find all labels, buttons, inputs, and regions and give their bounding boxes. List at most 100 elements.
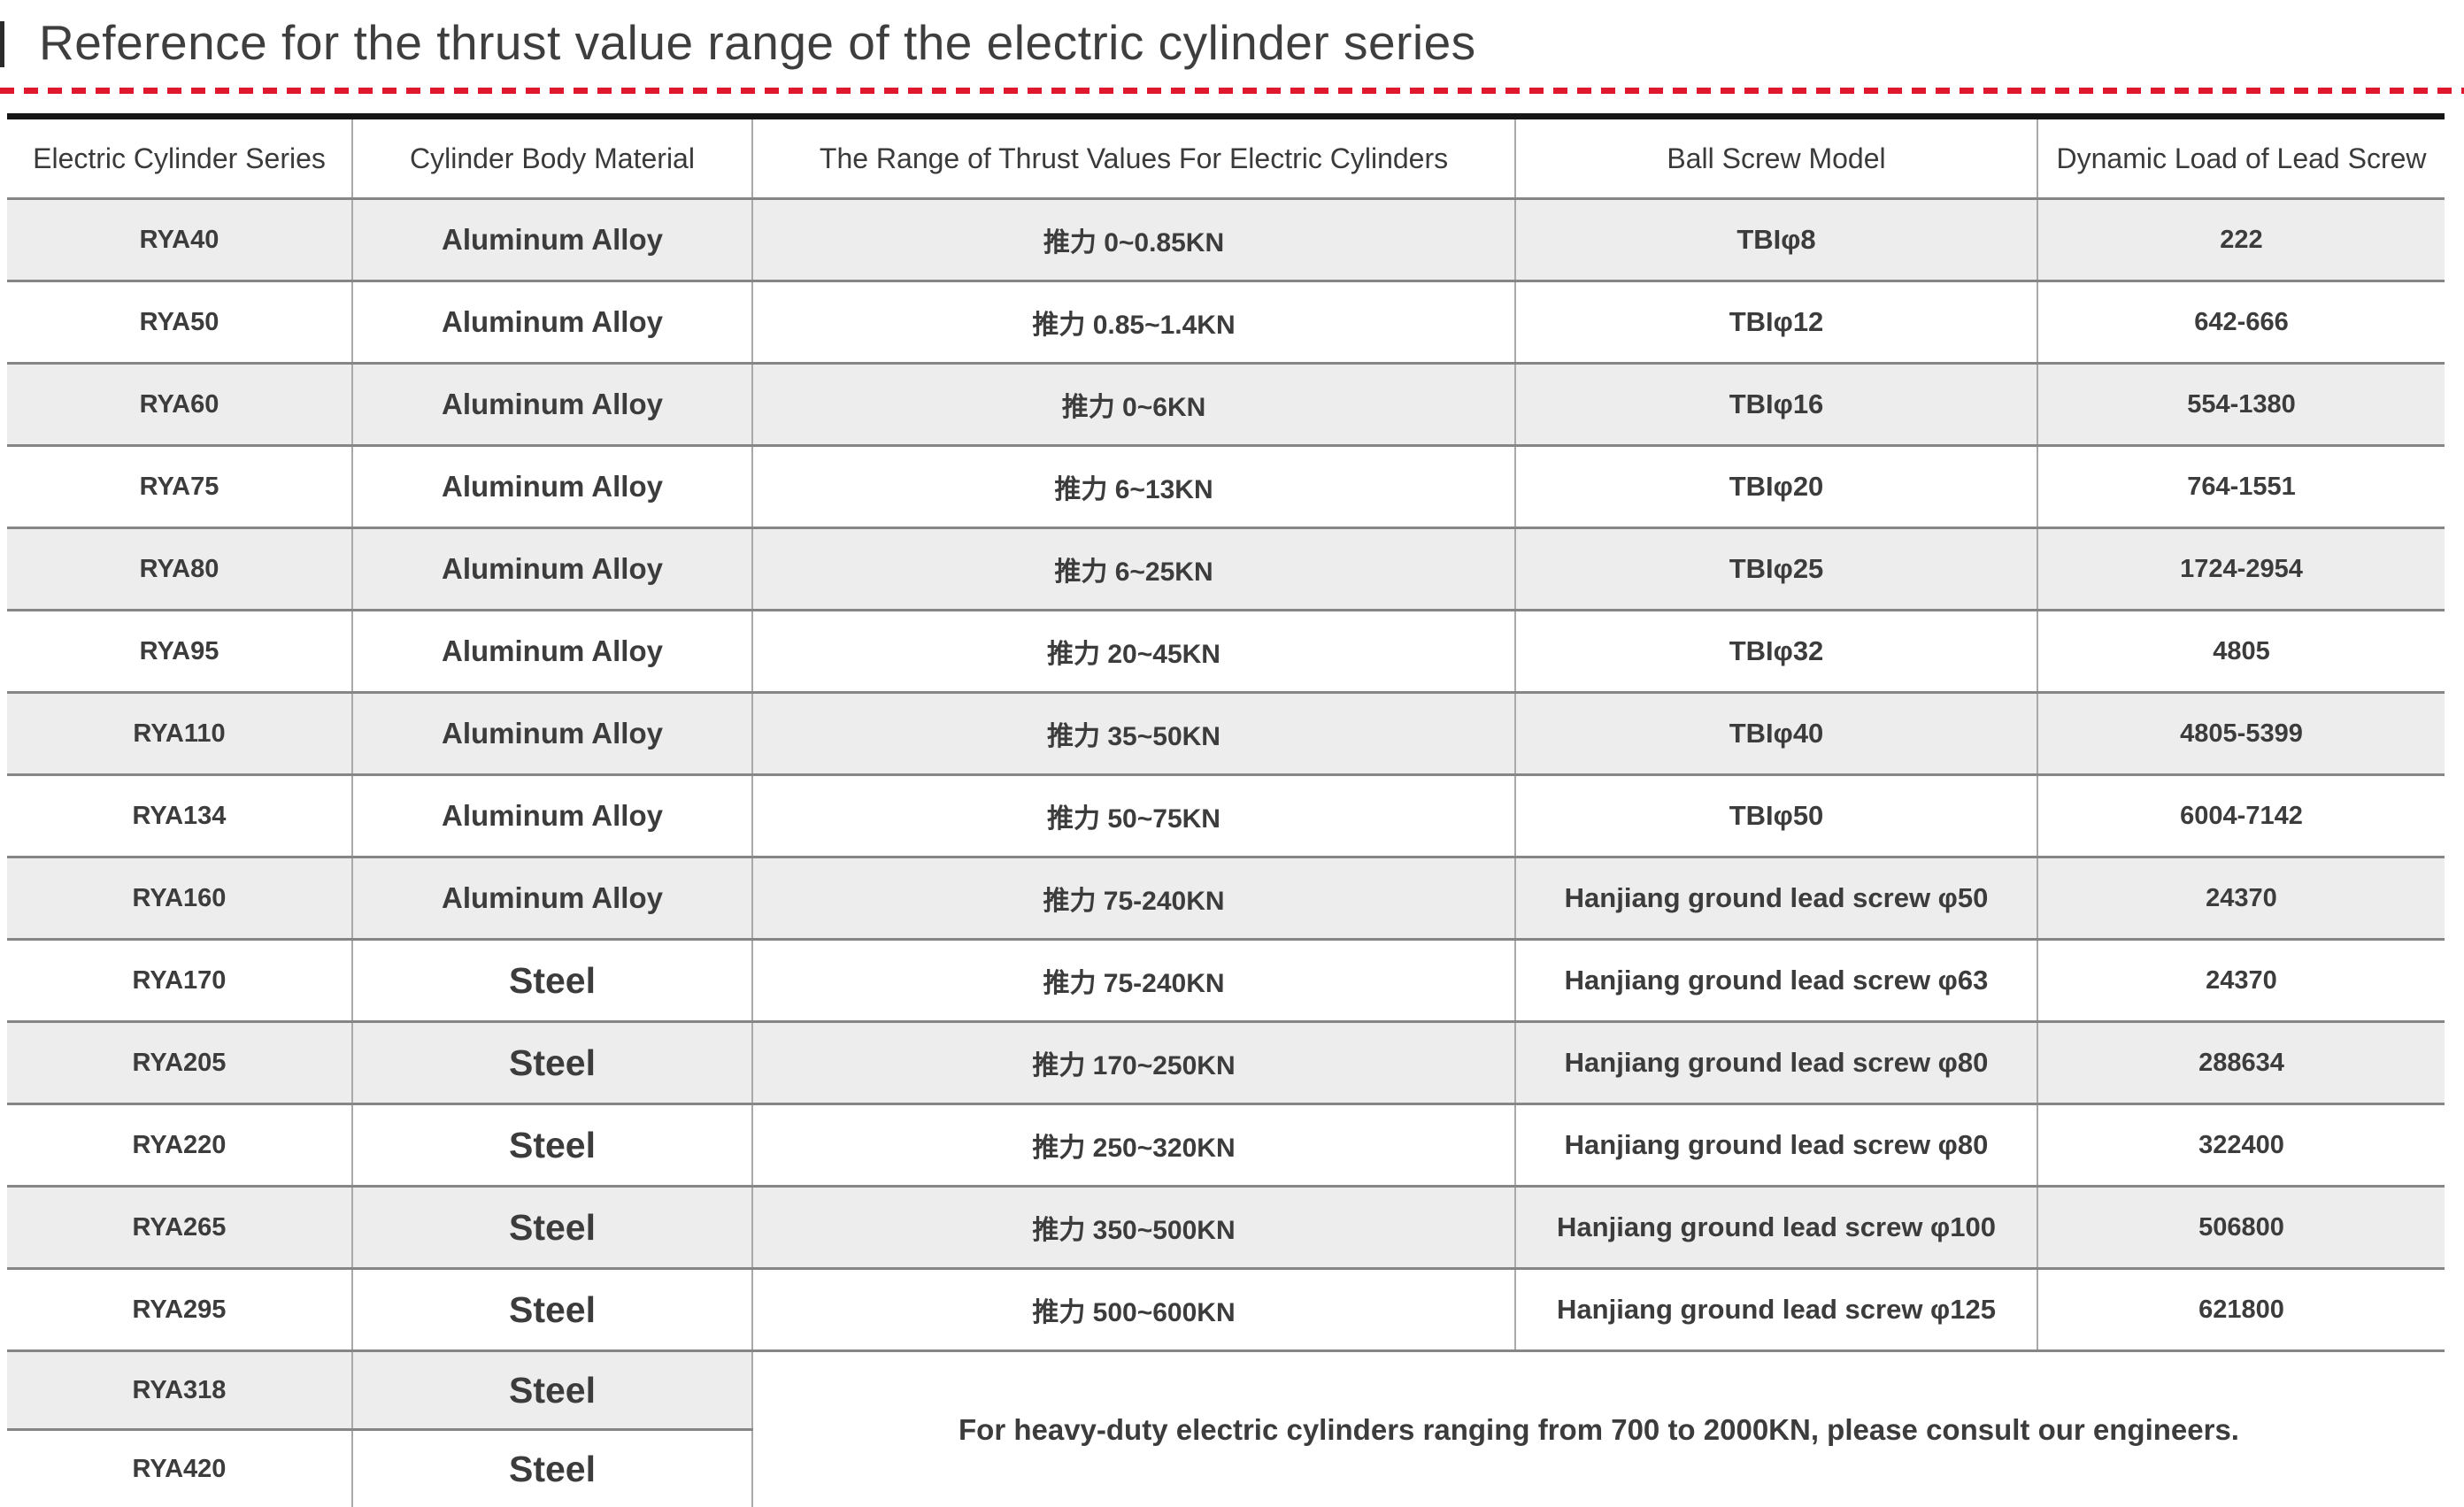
series-cell: RYA170 xyxy=(7,940,352,1022)
table-row: RYA170 Steel 推力 75-240KN Hanjiang ground… xyxy=(7,940,2445,1022)
series-cell: RYA110 xyxy=(7,693,352,775)
load-cell: 764-1551 xyxy=(2037,446,2445,528)
material-cell: Steel xyxy=(352,1022,752,1104)
table-row: RYA265 Steel 推力 350~500KN Hanjiang groun… xyxy=(7,1187,2445,1269)
material-cell: Aluminum Alloy xyxy=(352,611,752,693)
series-cell: RYA95 xyxy=(7,611,352,693)
load-cell: 4805 xyxy=(2037,611,2445,693)
material-cell: Aluminum Alloy xyxy=(352,364,752,446)
thrust-cell: 推力 50~75KN xyxy=(752,775,1515,857)
material-cell: Steel xyxy=(352,1351,752,1430)
table-row: RYA50 Aluminum Alloy 推力 0.85~1.4KN TBIφ1… xyxy=(7,281,2445,364)
material-cell: Aluminum Alloy xyxy=(352,446,752,528)
table-row: RYA220 Steel 推力 250~320KN Hanjiang groun… xyxy=(7,1104,2445,1187)
table-row: RYA295 Steel 推力 500~600KN Hanjiang groun… xyxy=(7,1269,2445,1351)
series-cell: RYA220 xyxy=(7,1104,352,1187)
series-cell: RYA205 xyxy=(7,1022,352,1104)
material-cell: Steel xyxy=(352,1430,752,1507)
thrust-cell: 推力 75-240KN xyxy=(752,857,1515,940)
series-cell: RYA50 xyxy=(7,281,352,364)
material-cell: Aluminum Alloy xyxy=(352,199,752,281)
ball-screw-cell: TBIφ32 xyxy=(1515,611,2037,693)
material-cell: Aluminum Alloy xyxy=(352,775,752,857)
load-cell: 554-1380 xyxy=(2037,364,2445,446)
thrust-cell: 推力 20~45KN xyxy=(752,611,1515,693)
thrust-cell: 推力 170~250KN xyxy=(752,1022,1515,1104)
ball-screw-cell: TBIφ20 xyxy=(1515,446,2037,528)
spec-table: Electric Cylinder Series Cylinder Body M… xyxy=(7,113,2445,1507)
material-cell: Aluminum Alloy xyxy=(352,281,752,364)
thrust-cell: 推力 250~320KN xyxy=(752,1104,1515,1187)
thrust-cell: 推力 0.85~1.4KN xyxy=(752,281,1515,364)
table-row: RYA160 Aluminum Alloy 推力 75-240KN Hanjia… xyxy=(7,857,2445,940)
note-cell: For heavy-duty electric cylinders rangin… xyxy=(752,1351,2445,1507)
header-material: Cylinder Body Material xyxy=(352,117,752,199)
material-cell: Aluminum Alloy xyxy=(352,857,752,940)
table-row: RYA60 Aluminum Alloy 推力 0~6KN TBIφ16 554… xyxy=(7,364,2445,446)
load-cell: 24370 xyxy=(2037,857,2445,940)
thrust-cell: 推力 500~600KN xyxy=(752,1269,1515,1351)
ball-screw-cell: TBIφ25 xyxy=(1515,528,2037,611)
table-row: RYA80 Aluminum Alloy 推力 6~25KN TBIφ25 17… xyxy=(7,528,2445,611)
load-cell: 6004-7142 xyxy=(2037,775,2445,857)
ball-screw-cell: TBIφ12 xyxy=(1515,281,2037,364)
load-cell: 222 xyxy=(2037,199,2445,281)
table-row: RYA110 Aluminum Alloy 推力 35~50KN TBIφ40 … xyxy=(7,693,2445,775)
thrust-cell: 推力 0~0.85KN xyxy=(752,199,1515,281)
load-cell: 621800 xyxy=(2037,1269,2445,1351)
thrust-cell: 推力 0~6KN xyxy=(752,364,1515,446)
series-cell: RYA134 xyxy=(7,775,352,857)
ball-screw-cell: TBIφ40 xyxy=(1515,693,2037,775)
series-cell: RYA60 xyxy=(7,364,352,446)
table-row: RYA75 Aluminum Alloy 推力 6~13KN TBIφ20 76… xyxy=(7,446,2445,528)
page-title: Reference for the thrust value range of … xyxy=(39,0,1476,85)
material-cell: Steel xyxy=(352,940,752,1022)
ball-screw-cell: Hanjiang ground lead screw φ80 xyxy=(1515,1022,2037,1104)
load-cell: 1724-2954 xyxy=(2037,528,2445,611)
ball-screw-cell: Hanjiang ground lead screw φ125 xyxy=(1515,1269,2037,1351)
load-cell: 642-666 xyxy=(2037,281,2445,364)
material-cell: Steel xyxy=(352,1187,752,1269)
ball-screw-cell: Hanjiang ground lead screw φ100 xyxy=(1515,1187,2037,1269)
ball-screw-cell: TBIφ16 xyxy=(1515,364,2037,446)
material-cell: Steel xyxy=(352,1269,752,1351)
load-cell: 4805-5399 xyxy=(2037,693,2445,775)
material-cell: Aluminum Alloy xyxy=(352,693,752,775)
thrust-cell: 推力 6~13KN xyxy=(752,446,1515,528)
series-cell: RYA318 xyxy=(7,1351,352,1430)
header-series: Electric Cylinder Series xyxy=(7,117,352,199)
load-cell: 506800 xyxy=(2037,1187,2445,1269)
dashed-divider xyxy=(0,88,2464,94)
table-row: RYA134 Aluminum Alloy 推力 50~75KN TBIφ50 … xyxy=(7,775,2445,857)
thrust-cell: 推力 75-240KN xyxy=(752,940,1515,1022)
header-row: Electric Cylinder Series Cylinder Body M… xyxy=(7,117,2445,199)
ball-screw-cell: TBIφ8 xyxy=(1515,199,2037,281)
material-cell: Steel xyxy=(352,1104,752,1187)
header-thrust-range: The Range of Thrust Values For Electric … xyxy=(752,117,1515,199)
thrust-cell: 推力 35~50KN xyxy=(752,693,1515,775)
table-row: RYA205 Steel 推力 170~250KN Hanjiang groun… xyxy=(7,1022,2445,1104)
cropped-icon xyxy=(0,21,4,67)
series-cell: RYA420 xyxy=(7,1430,352,1507)
header-ball-screw: Ball Screw Model xyxy=(1515,117,2037,199)
series-cell: RYA265 xyxy=(7,1187,352,1269)
series-cell: RYA160 xyxy=(7,857,352,940)
material-cell: Aluminum Alloy xyxy=(352,528,752,611)
header-dynamic-load: Dynamic Load of Lead Screw xyxy=(2037,117,2445,199)
table-row: RYA95 Aluminum Alloy 推力 20~45KN TBIφ32 4… xyxy=(7,611,2445,693)
table-row: RYA40 Aluminum Alloy 推力 0~0.85KN TBIφ8 2… xyxy=(7,199,2445,281)
load-cell: 24370 xyxy=(2037,940,2445,1022)
ball-screw-cell: Hanjiang ground lead screw φ63 xyxy=(1515,940,2037,1022)
series-cell: RYA40 xyxy=(7,199,352,281)
load-cell: 322400 xyxy=(2037,1104,2445,1187)
series-cell: RYA295 xyxy=(7,1269,352,1351)
series-cell: RYA80 xyxy=(7,528,352,611)
load-cell: 288634 xyxy=(2037,1022,2445,1104)
ball-screw-cell: Hanjiang ground lead screw φ80 xyxy=(1515,1104,2037,1187)
series-cell: RYA75 xyxy=(7,446,352,528)
ball-screw-cell: TBIφ50 xyxy=(1515,775,2037,857)
thrust-cell: 推力 6~25KN xyxy=(752,528,1515,611)
ball-screw-cell: Hanjiang ground lead screw φ50 xyxy=(1515,857,2037,940)
table-row: RYA318 Steel For heavy-duty electric cyl… xyxy=(7,1351,2445,1430)
thrust-cell: 推力 350~500KN xyxy=(752,1187,1515,1269)
